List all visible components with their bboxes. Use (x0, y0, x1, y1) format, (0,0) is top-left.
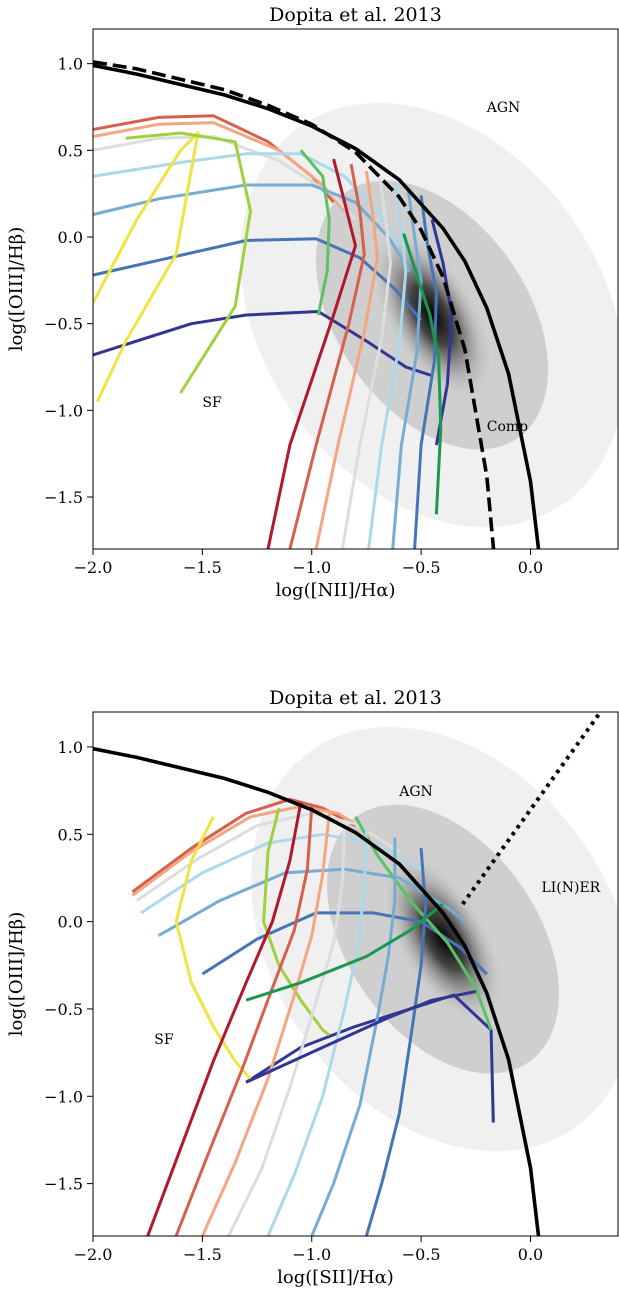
density-core (370, 229, 494, 401)
region-label-sf: SF (202, 395, 222, 411)
model-metallicity-line-7 (340, 176, 392, 549)
x-tick-label: −2.0 (74, 558, 113, 577)
model-metallicity-line-5 (174, 806, 314, 1236)
model-metallicity-line-5 (288, 163, 366, 549)
model-metallicity-line-6 (314, 170, 379, 549)
region-label-agn: AGN (486, 100, 521, 116)
sii-bpt-panel: Dopita et al. 2013 −2.0 −1.5 −1.0 −0.5 0.0 −1.… (6, 687, 619, 1288)
x-tick-label: −0.5 (402, 1245, 441, 1264)
x-tick-label: 0.0 (518, 1245, 543, 1264)
region-label-liner: LI(N)ER (541, 880, 600, 896)
x-tick-label: 0.0 (518, 558, 543, 577)
model-ionisation-line-6 (93, 237, 423, 322)
model-ionisation-line-6 (201, 911, 488, 976)
x-tick-label: −1.5 (183, 1245, 222, 1264)
y-axis-label: log([OIII]/Hβ) (6, 227, 27, 351)
x-axis-label: log([SII]/Hα) (277, 1267, 394, 1288)
x-tick-label: −1.0 (292, 558, 331, 577)
chart-title: Dopita et al. 2013 (269, 4, 442, 26)
x-axis-label: log([NII]/Hα) (275, 580, 395, 601)
demarcation-solid-line (93, 63, 541, 549)
x-tick-label: −1.0 (292, 1245, 331, 1264)
demarcation-solid-line (93, 746, 541, 1236)
model-metallicity-line-11 (430, 219, 454, 446)
demarcation-dashed-line (93, 60, 496, 549)
plot-area (93, 712, 618, 1236)
model-metallicity-line-12 (402, 233, 443, 515)
x-tick-label: −0.5 (402, 558, 441, 577)
model-metallicity-line-10 (413, 195, 438, 549)
y-tick-label: −1.5 (44, 1175, 83, 1194)
model-metallicity-line-8 (367, 181, 408, 549)
model-metallicity-line-9 (310, 837, 397, 1236)
y-tick-label: −1.5 (44, 488, 83, 507)
model-metallicity-line-9 (391, 188, 423, 549)
plot-area (93, 60, 618, 549)
model-ionisation-line-5 (157, 867, 466, 937)
axes-frame (92, 711, 619, 1237)
x-tick-label: −1.5 (183, 558, 222, 577)
y-axis-label: log([OIII]/Hβ) (6, 912, 27, 1036)
model-ionisation-line-2 (131, 804, 379, 897)
model-metallicity-line-7 (227, 820, 347, 1236)
model-metallicity-line-1 (93, 131, 200, 403)
model-metallicity-line-12 (245, 990, 477, 1084)
model-metallicity-line-3 (299, 149, 331, 316)
region-label-comp: Comp (487, 419, 528, 435)
y-tick-label: 0.5 (58, 141, 83, 160)
y-tick-label: 0.0 (58, 913, 83, 932)
model-metallicity-line-3 (354, 816, 493, 1031)
region-label-sf: SF (154, 1032, 174, 1048)
model-metallicity-line-1 (174, 816, 252, 1080)
y-tick-label: 1.0 (58, 55, 83, 74)
y-tick-label: 0.0 (58, 228, 83, 247)
axes-frame (92, 28, 619, 550)
x-tick-label: −2.0 (74, 1245, 113, 1264)
model-ionisation-line-3 (93, 135, 357, 221)
model-metallicity-line-4 (266, 158, 357, 549)
demarcation-dotted-line (461, 712, 603, 906)
model-metallicity-line-11 (245, 902, 444, 1002)
model-metallicity-line-8 (266, 827, 368, 1236)
y-tick-label: 1.0 (58, 738, 83, 757)
model-metallicity-line-6 (201, 813, 331, 1236)
model-metallicity-line-10 (364, 848, 427, 1236)
y-tick-label: −1.0 (44, 1087, 83, 1106)
y-tick-label: −0.5 (44, 315, 83, 334)
chart-title: Dopita et al. 2013 (269, 687, 442, 709)
nii-bpt-panel: Dopita et al. 2013 −2.0 −1.5 −1.0 −0.5 0.0 −1.… (6, 4, 619, 601)
y-tick-label: −0.5 (44, 1000, 83, 1019)
region-label-agn: AGN (398, 784, 433, 800)
model-metallicity-line-2 (262, 807, 331, 1037)
model-metallicity-line-2 (125, 131, 252, 394)
galaxy-density-map (240, 102, 618, 528)
model-metallicity-line-4 (146, 802, 303, 1236)
model-ionisation-line-4 (93, 152, 401, 247)
y-tick-label: −1.0 (44, 401, 83, 420)
y-tick-label: 0.5 (58, 825, 83, 844)
